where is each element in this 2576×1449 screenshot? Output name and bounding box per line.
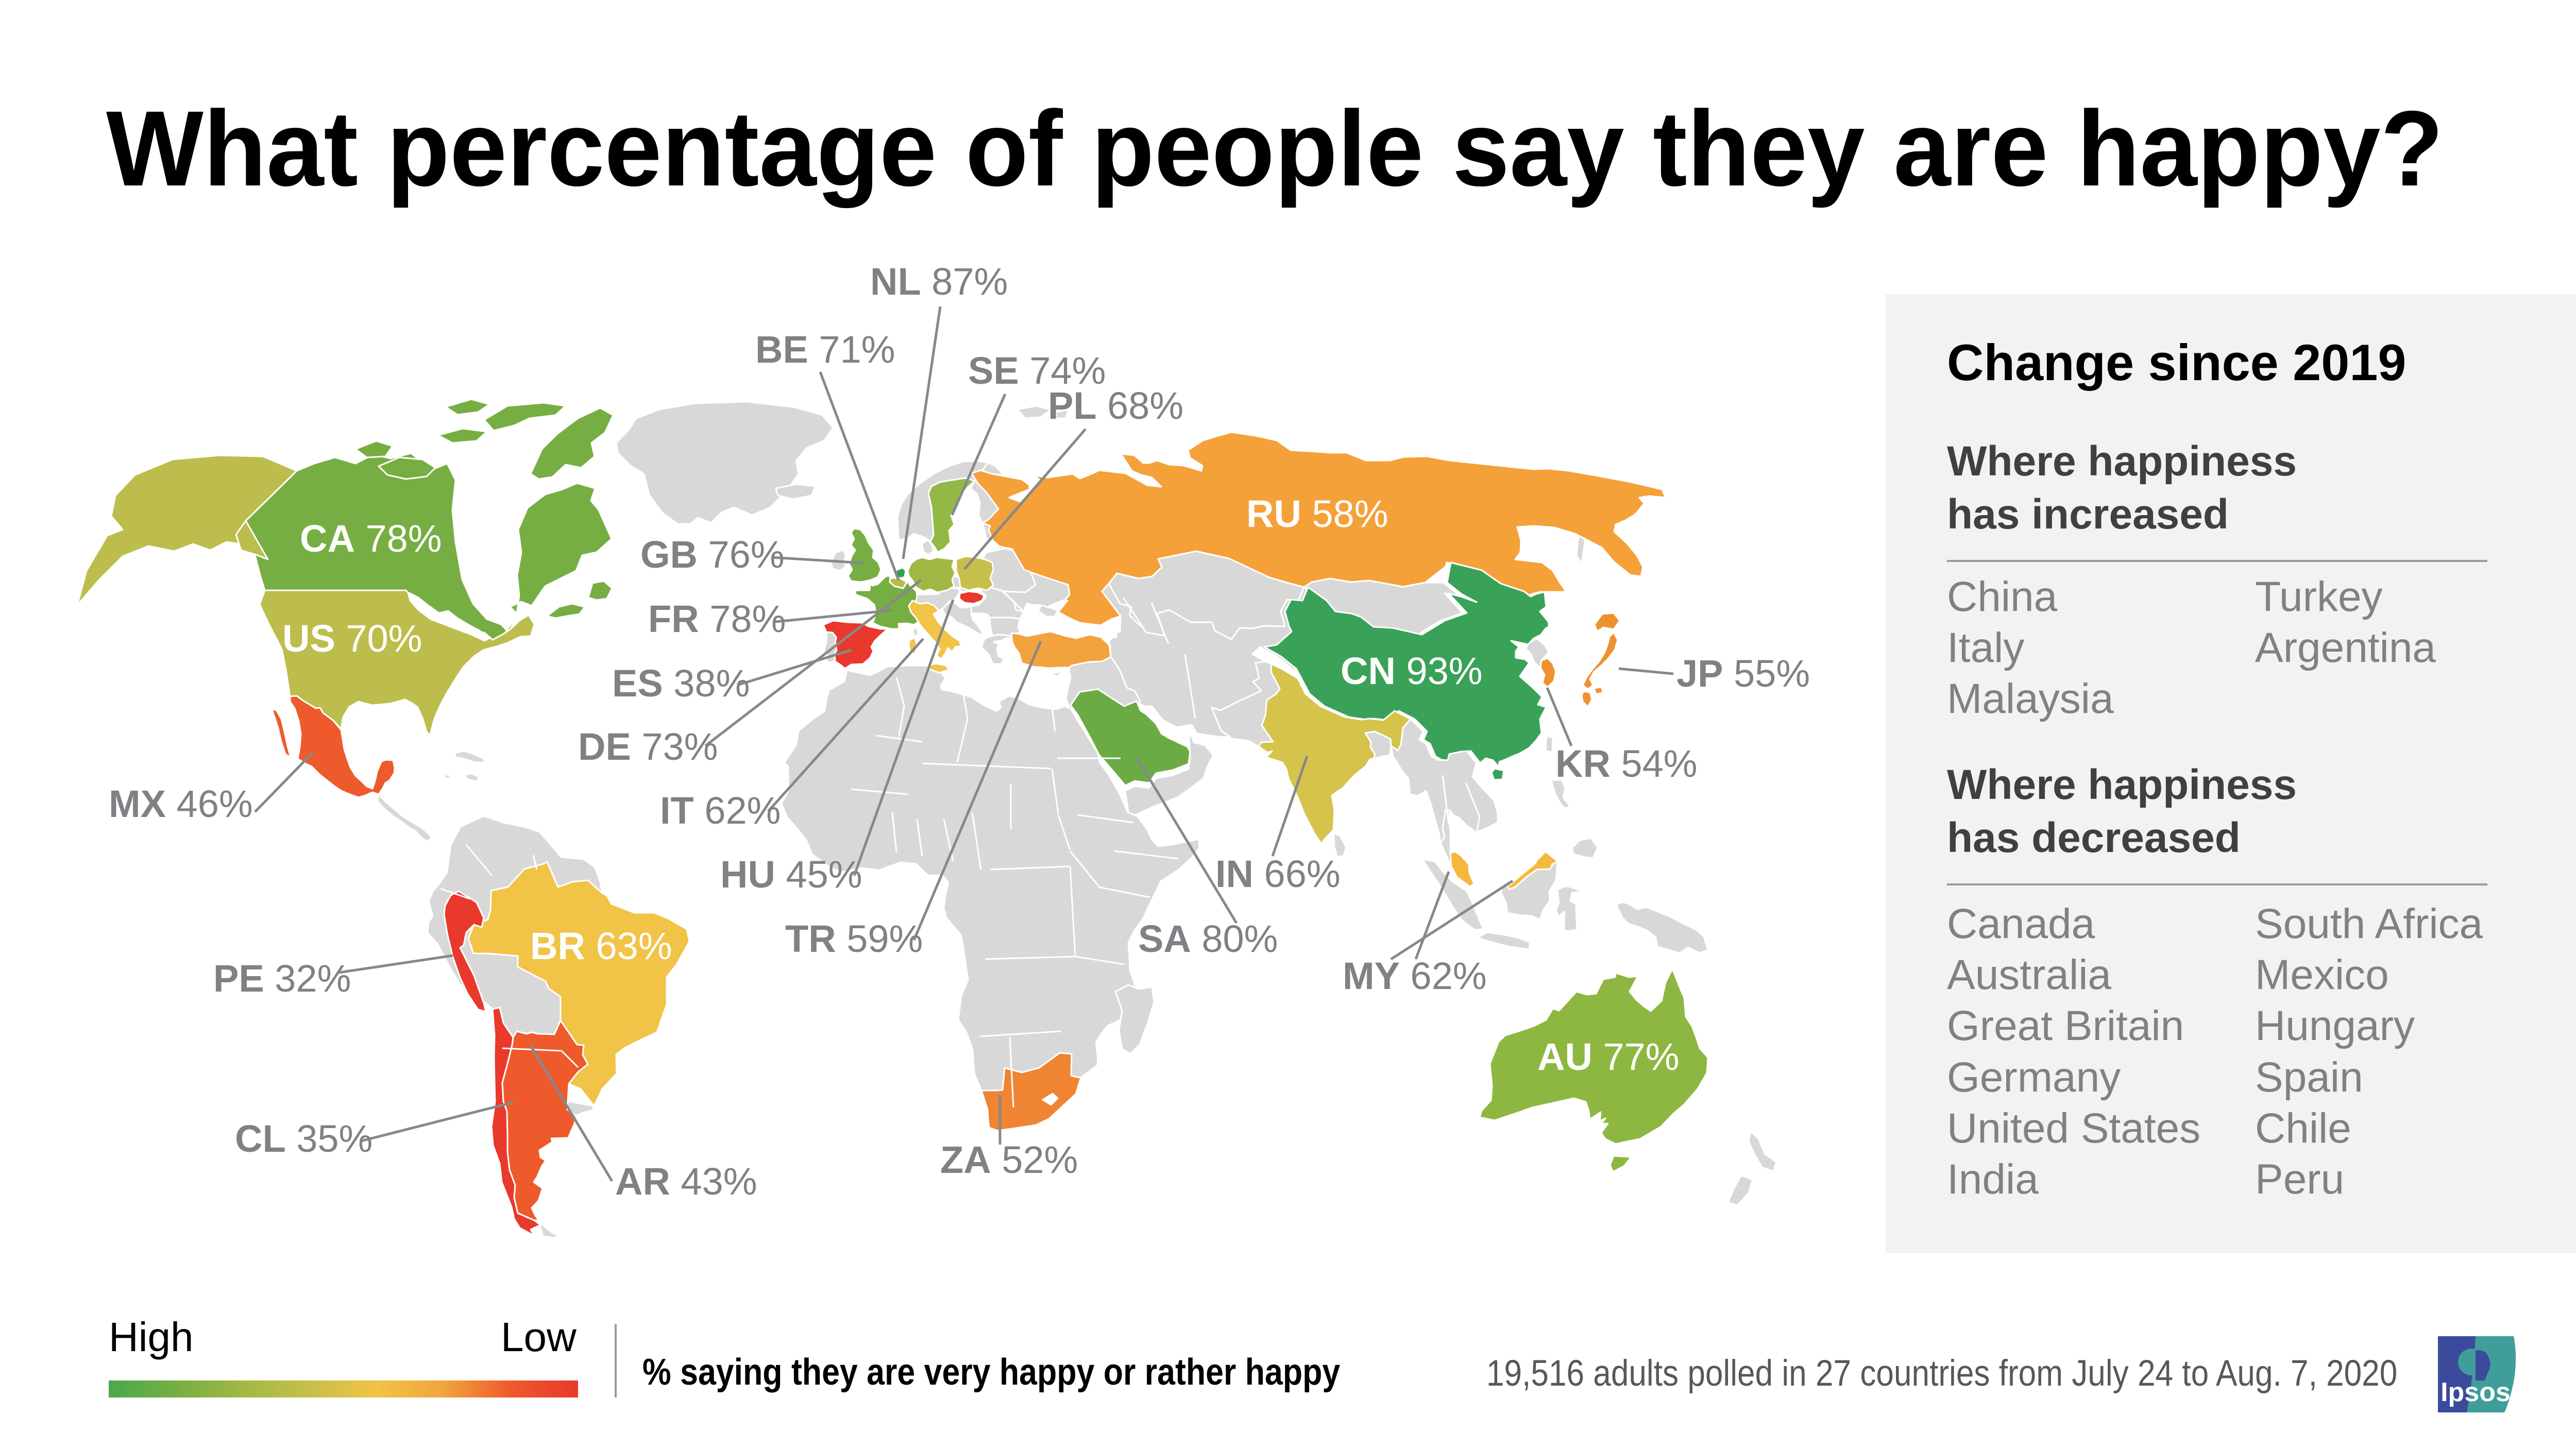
svg-text:Ipsos: Ipsos bbox=[2441, 1377, 2511, 1407]
